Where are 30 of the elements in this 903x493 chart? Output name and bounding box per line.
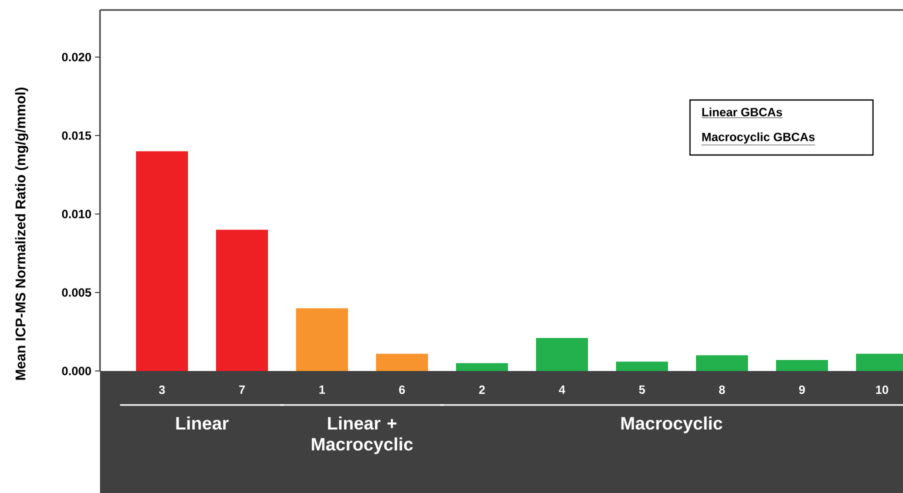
bar (616, 362, 668, 371)
x-tick-label: 9 (799, 386, 805, 394)
bar (776, 360, 828, 371)
text: Linear + Macrocyclic (312, 416, 413, 454)
bar (376, 354, 428, 371)
x-tick-label: 8 (719, 386, 725, 394)
bar (296, 308, 348, 371)
text: Linear (176, 416, 229, 430)
bar (536, 338, 588, 371)
x-tick-label: 2 (479, 386, 485, 394)
x-tick-label: 4 (558, 386, 566, 394)
bar (136, 151, 188, 371)
x-tick-label: 5 (639, 386, 645, 394)
bar (216, 230, 268, 371)
y-tick-label: 0.010 (62, 210, 91, 218)
annotation: Macrocyclic GBCAs (702, 132, 815, 144)
x-tick-label: 1 (319, 386, 325, 394)
bar (456, 363, 508, 371)
x-tick-label: 3 (158, 386, 165, 394)
y-tick-label: 0.005 (62, 288, 92, 297)
y-tick-label: 0.000 (62, 366, 91, 376)
annotation: Linear GBCAs (702, 108, 782, 116)
x-tick-label: 6 (399, 386, 405, 394)
bar (696, 355, 748, 371)
y-tick-label: 0.020 (62, 52, 91, 62)
y-tick-label: 0.015 (62, 131, 92, 140)
x-tick-label: 7 (239, 386, 245, 394)
y-axis-title: Mean ICP-MS Normalized Ratio (mg/g/mmol) (15, 88, 28, 380)
x-tick-label: 10 (876, 386, 888, 394)
text: Macrocyclic (621, 416, 722, 434)
